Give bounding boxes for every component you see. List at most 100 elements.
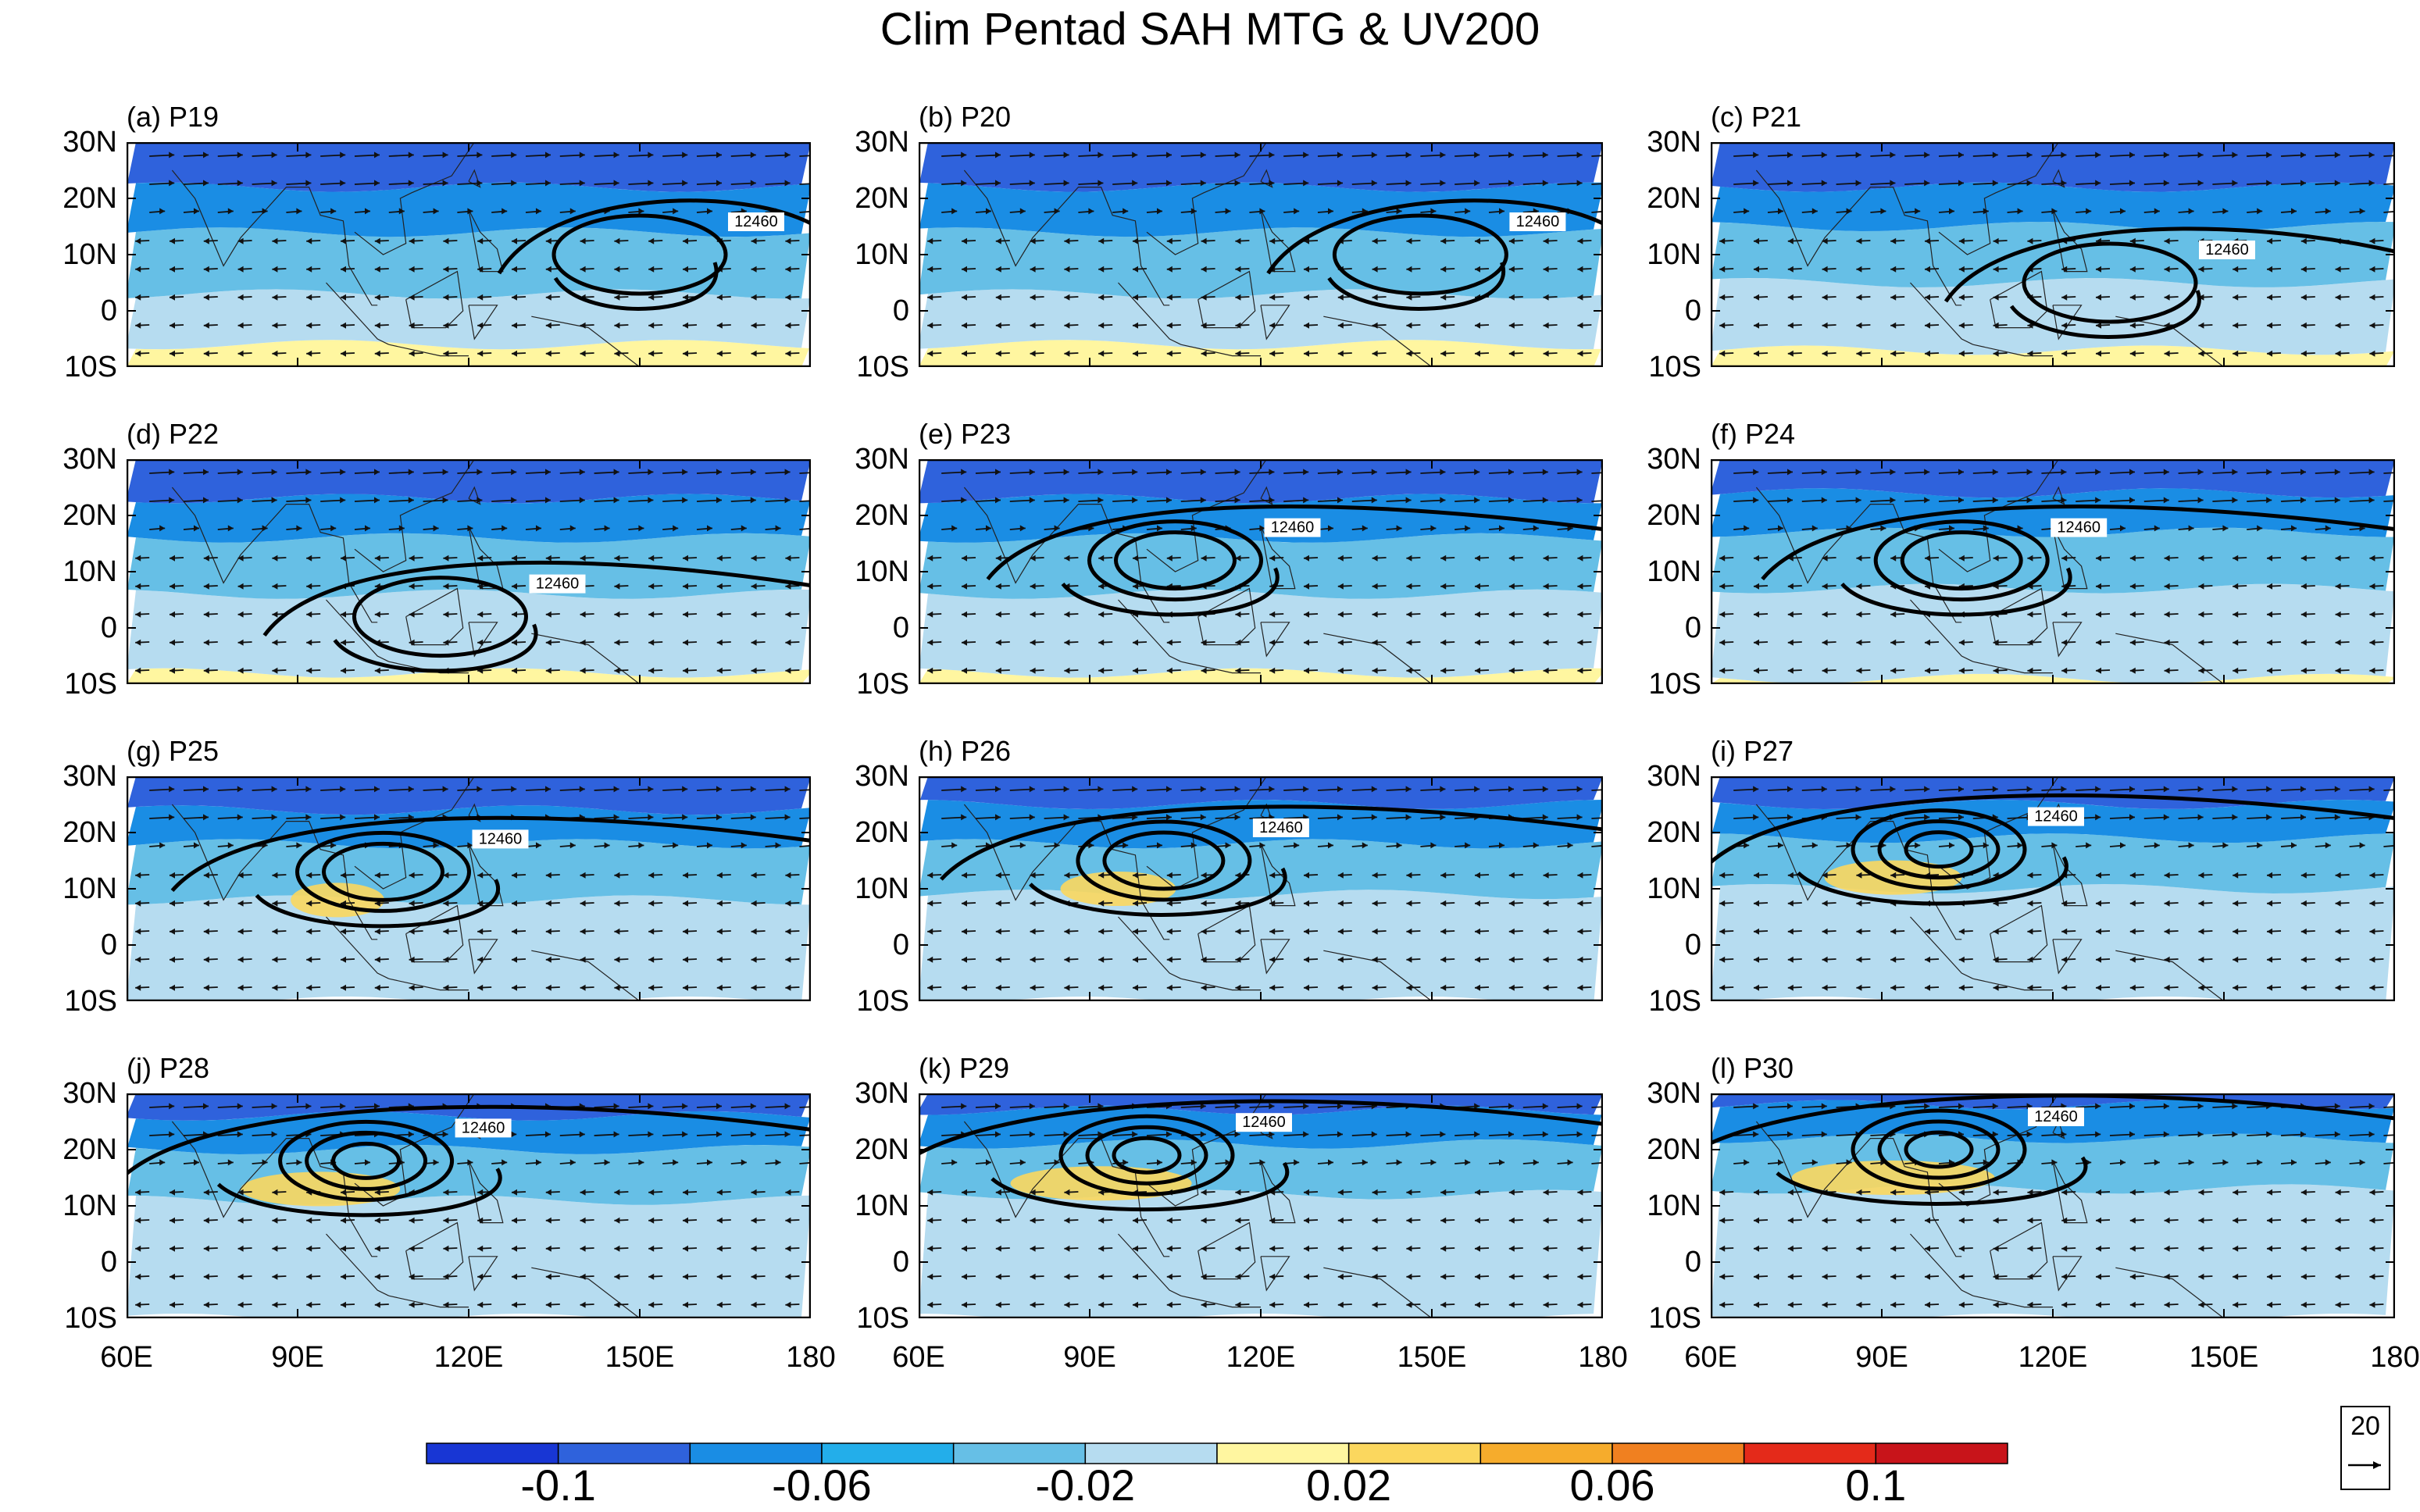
lat-tick-label: 10N [855, 1189, 909, 1222]
lat-tick-label: 20N [855, 1133, 909, 1166]
lat-tick-label: 10N [1647, 872, 1701, 905]
lat-tick-label: 10N [62, 238, 117, 271]
map-panel: 12460 [127, 459, 811, 684]
coastline [1972, 978, 2053, 991]
lat-tick-label: 30N [855, 760, 909, 793]
coastline [1910, 1233, 1974, 1296]
lat-tick-label: 20N [855, 182, 909, 215]
panel-label: (b) P20 [919, 101, 1012, 133]
lat-tick-label: 0 [100, 294, 117, 327]
reference-vector-arrow [2348, 1461, 2381, 1469]
coastline [2052, 526, 2088, 590]
contour-label-box [2028, 807, 2084, 826]
contour-line [497, 198, 811, 311]
contour-line [940, 804, 1603, 917]
contour-label: 12460 [734, 213, 778, 230]
contour-ring [331, 1141, 402, 1180]
lat-tick-label: 30N [62, 126, 117, 159]
lat-tick-label: 10S [64, 668, 117, 701]
lat-tick-label: 10N [1647, 555, 1701, 588]
contour-label: 12460 [1516, 213, 1560, 230]
contour-line [170, 815, 811, 929]
contour-ring [1877, 1119, 2001, 1180]
contour-line [262, 561, 811, 673]
lat-tick-label: 0 [100, 612, 117, 644]
lat-tick-label: 20N [855, 816, 909, 849]
lat-tick-label: 30N [62, 443, 117, 476]
contour-line [1711, 793, 2395, 906]
coastline [2052, 486, 2065, 505]
shading-band [1711, 583, 2395, 683]
coastline [1990, 587, 2048, 646]
contour-line [919, 1099, 1603, 1212]
map-panel: 12460 [1711, 776, 2395, 1001]
lat-tick-label: 20N [1647, 182, 1701, 215]
map-panel: 12460 [1711, 1093, 2395, 1318]
contour-ring [305, 1130, 428, 1191]
lat-tick-label: 10N [1647, 1189, 1701, 1222]
lat-tick-label: 30N [855, 126, 909, 159]
contour-label-box [2028, 1107, 2084, 1126]
shading-band [919, 459, 1603, 504]
lon-tick-label: 120E [1226, 1341, 1296, 1374]
coastline [1260, 305, 1290, 341]
panel-label: (i) P27 [1711, 735, 1794, 767]
shading-band [1711, 527, 2395, 594]
lat-tick-label: 10N [855, 238, 909, 271]
contour-line [127, 1104, 811, 1218]
colorbar-swatch [426, 1442, 559, 1464]
map-panel: 12460 [127, 1093, 811, 1318]
panel-label: (l) P30 [1711, 1052, 1794, 1084]
coastline [468, 1161, 504, 1224]
shading-band [127, 459, 811, 504]
contour-label: 12460 [479, 830, 523, 847]
coastline [171, 169, 378, 306]
contour-label-box [1509, 212, 1566, 231]
shading-band [127, 776, 811, 815]
coastline [1938, 1093, 2059, 1207]
coastline [1972, 661, 2053, 674]
lat-tick-label: 10N [855, 872, 909, 905]
contour-ring [1877, 819, 2001, 880]
coastline [326, 916, 390, 979]
lat-tick-label: 30N [1647, 443, 1701, 476]
coastline [1198, 270, 1256, 329]
coastline [1260, 939, 1290, 975]
lat-tick-label: 20N [1647, 816, 1701, 849]
coastline [326, 599, 390, 662]
lon-tick-label: 180 [1578, 1341, 1628, 1374]
coastline [2052, 209, 2088, 273]
contour-ring [1904, 1130, 1974, 1169]
coastline [388, 1295, 469, 1308]
coastline [1990, 1221, 2048, 1280]
lat-tick-label: 30N [62, 1077, 117, 1110]
map-panel: 12460 [1711, 459, 2395, 684]
lon-tick-label: 60E [892, 1341, 945, 1374]
colorbar-tick-label: -0.1 [520, 1460, 596, 1510]
colorbar-tick-label: 0.1 [1845, 1460, 1907, 1510]
panel-label: (h) P26 [919, 735, 1012, 767]
coastline [1910, 916, 1974, 979]
coastline [2052, 305, 2083, 341]
coastline [1118, 1233, 1182, 1296]
coastline [1260, 526, 1296, 590]
lat-tick-label: 0 [1684, 294, 1701, 327]
lat-tick-label: 10S [1648, 351, 1701, 383]
coastline [1260, 622, 1290, 658]
lat-tick-label: 20N [62, 1133, 117, 1166]
lat-tick-label: 0 [892, 294, 909, 327]
lat-tick-label: 10S [64, 1302, 117, 1335]
contour-label: 12460 [462, 1119, 505, 1136]
lat-tick-label: 0 [100, 929, 117, 961]
lat-tick-label: 20N [1647, 499, 1701, 532]
contour-ring [295, 830, 471, 913]
reference-vector-value: 20 [2350, 1411, 2380, 1441]
colorbar-tick-label: 0.06 [1569, 1460, 1655, 1510]
coastline [405, 1221, 464, 1280]
contour-ring [1873, 519, 2050, 602]
lat-tick-label: 20N [62, 182, 117, 215]
warm-anomaly [1824, 860, 1962, 895]
contour-label-box [455, 1118, 512, 1138]
contour-ring [1114, 530, 1237, 591]
warm-anomaly [241, 1171, 401, 1207]
